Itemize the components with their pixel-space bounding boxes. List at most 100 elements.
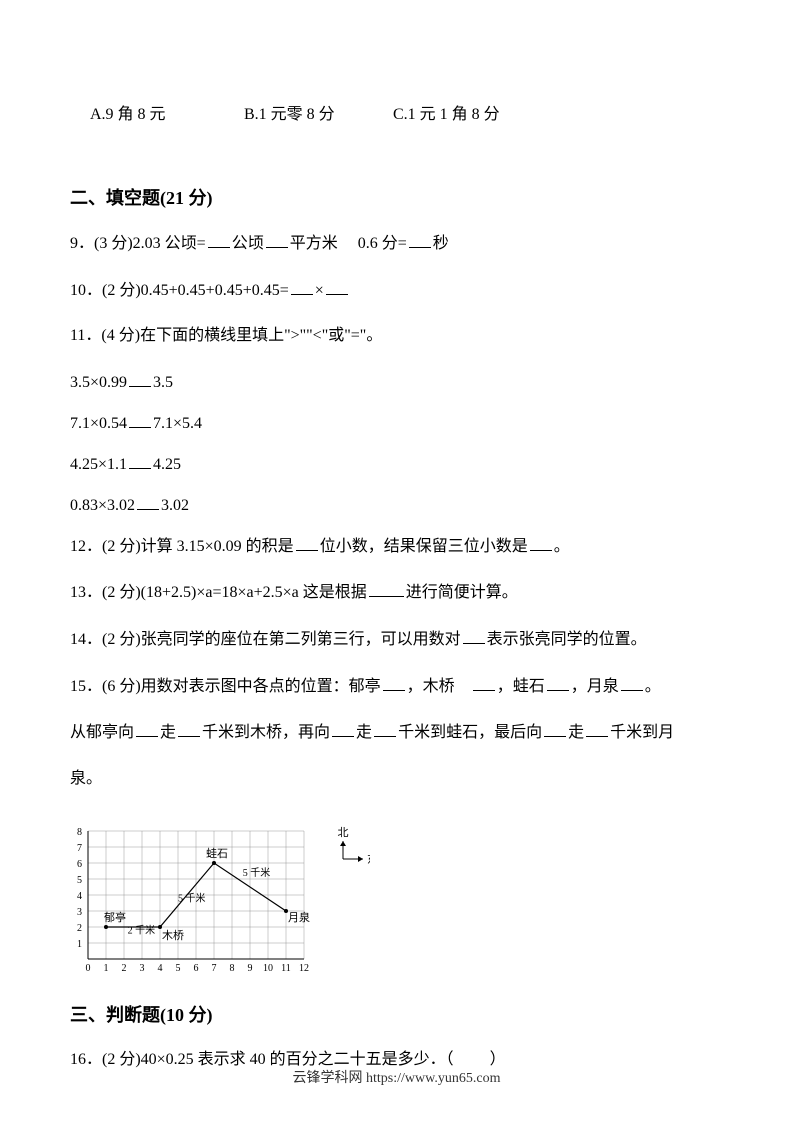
q14-text-2: 表示张亮同学的位置。 bbox=[487, 631, 647, 648]
svg-text:3: 3 bbox=[77, 907, 82, 918]
option-b: B.1 元零 8 分 bbox=[244, 100, 389, 124]
blank bbox=[266, 230, 288, 248]
q9-text-2: 公顷 bbox=[232, 235, 264, 252]
q11-3-left: 4.25×1.1 bbox=[70, 456, 127, 473]
q11-4-left: 0.83×3.02 bbox=[70, 497, 135, 514]
svg-text:2 千米: 2 千米 bbox=[128, 924, 156, 937]
blank bbox=[409, 230, 431, 248]
blank bbox=[136, 719, 158, 737]
blank bbox=[369, 579, 404, 597]
q11-sub-2: 7.1×0.54 7.1×5.4 bbox=[70, 410, 723, 433]
blank bbox=[296, 533, 318, 551]
svg-text:2: 2 bbox=[122, 963, 127, 974]
blank bbox=[129, 369, 151, 387]
q15l2-1: 从郁亭向 bbox=[70, 724, 134, 741]
svg-text:蛙石: 蛙石 bbox=[206, 847, 228, 860]
q15l2-2: 走 bbox=[160, 724, 176, 741]
svg-text:6: 6 bbox=[77, 859, 82, 870]
blank bbox=[137, 492, 159, 510]
svg-text:10: 10 bbox=[263, 963, 273, 974]
q11-sub-1: 3.5×0.99 3.5 bbox=[70, 369, 723, 392]
blank bbox=[178, 719, 200, 737]
svg-text:郁亭: 郁亭 bbox=[104, 910, 126, 924]
blank bbox=[530, 533, 552, 551]
question-12: 12．(2 分)计算 3.15×0.09 的积是 位小数，结果保留三位小数是 。 bbox=[70, 533, 723, 560]
q12-text-3: 。 bbox=[554, 538, 570, 555]
svg-text:7: 7 bbox=[77, 843, 82, 854]
blank bbox=[383, 673, 405, 691]
question-13: 13．(2 分)(18+2.5)×a=18×a+2.5×a 这是根据 进行简便计算… bbox=[70, 579, 723, 606]
blank bbox=[586, 719, 608, 737]
q11-1-left: 3.5×0.99 bbox=[70, 374, 127, 391]
svg-text:5 千米: 5 千米 bbox=[178, 892, 206, 905]
section-2-header: 二、填空题(21 分) bbox=[70, 184, 723, 210]
svg-text:1: 1 bbox=[77, 939, 82, 950]
svg-text:1: 1 bbox=[104, 963, 109, 974]
blank bbox=[473, 673, 495, 691]
q15-text-3: ，蛙石 bbox=[497, 678, 545, 695]
blank bbox=[208, 230, 230, 248]
q9-text-3: 平方米 0.6 分= bbox=[290, 235, 407, 252]
q10-text-2: × bbox=[315, 282, 324, 299]
svg-text:月泉: 月泉 bbox=[288, 910, 310, 924]
svg-text:木桥: 木桥 bbox=[162, 929, 184, 942]
q9-text-1: 9．(3 分)2.03 公顷= bbox=[70, 235, 206, 252]
blank bbox=[129, 410, 151, 428]
q11-sub-3: 4.25×1.1 4.25 bbox=[70, 451, 723, 474]
q15-text-1: 15．(6 分)用数对表示图中各点的位置：郁亭 bbox=[70, 678, 381, 695]
question-15: 15．(6 分)用数对表示图中各点的位置：郁亭 ，木桥 ，蛙石 ，月泉 。 bbox=[70, 673, 723, 700]
blank bbox=[374, 719, 396, 737]
question-15-line2: 从郁亭向 走 千米到木桥，再向 走 千米到蛙石，最后向 走 千米到月 bbox=[70, 719, 723, 746]
svg-text:8: 8 bbox=[230, 963, 235, 974]
question-10: 10．(2 分)0.45+0.45+0.45+0.45= × bbox=[70, 277, 723, 304]
blank bbox=[463, 626, 485, 644]
q15l2-7: 千米到月 bbox=[610, 724, 674, 741]
blank bbox=[291, 277, 313, 295]
q15l2-4: 走 bbox=[356, 724, 372, 741]
q15l2-5: 千米到蛙石，最后向 bbox=[398, 724, 542, 741]
svg-text:4: 4 bbox=[77, 891, 82, 902]
q9-text-4: 秒 bbox=[433, 235, 449, 252]
svg-text:7: 7 bbox=[212, 963, 217, 974]
q15l2-3: 千米到木桥，再向 bbox=[202, 724, 330, 741]
blank bbox=[621, 673, 643, 691]
svg-text:5 千米: 5 千米 bbox=[243, 866, 270, 879]
q14-text-1: 14．(2 分)张亮同学的座位在第二列第三行，可以用数对 bbox=[70, 631, 461, 648]
svg-text:6: 6 bbox=[194, 963, 199, 974]
svg-text:3: 3 bbox=[140, 963, 145, 974]
blank bbox=[332, 719, 354, 737]
q11-3-right: 4.25 bbox=[153, 456, 181, 473]
chart-svg: 012345678910111212345678郁亭木桥蛙石月泉2 千米5 千米… bbox=[70, 811, 370, 981]
svg-text:东: 东 bbox=[367, 853, 370, 866]
svg-text:12: 12 bbox=[299, 963, 309, 974]
q11-1-right: 3.5 bbox=[153, 374, 173, 391]
q11-2-right: 7.1×5.4 bbox=[153, 415, 202, 432]
blank bbox=[326, 277, 348, 295]
svg-text:北: 北 bbox=[338, 826, 349, 839]
multiple-choice-options: A.9 角 8 元 B.1 元零 8 分 C.1 元 1 角 8 分 bbox=[70, 100, 723, 124]
svg-text:9: 9 bbox=[248, 963, 253, 974]
page-footer: 云锋学科网 https://www.yun65.com bbox=[0, 1067, 793, 1087]
q13-text-2: 进行简便计算。 bbox=[406, 584, 518, 601]
q10-text-1: 10．(2 分)0.45+0.45+0.45+0.45= bbox=[70, 282, 289, 299]
q11-2-left: 7.1×0.54 bbox=[70, 415, 127, 432]
question-14: 14．(2 分)张亮同学的座位在第二列第三行，可以用数对 表示张亮同学的位置。 bbox=[70, 626, 723, 653]
blank bbox=[547, 673, 569, 691]
q12-text-2: 位小数，结果保留三位小数是 bbox=[320, 538, 528, 555]
grid-chart: 012345678910111212345678郁亭木桥蛙石月泉2 千米5 千米… bbox=[70, 811, 723, 986]
blank bbox=[129, 451, 151, 469]
q11-sub-4: 0.83×3.02 3.02 bbox=[70, 492, 723, 515]
question-9: 9．(3 分)2.03 公顷= 公顷 平方米 0.6 分= 秒 bbox=[70, 230, 723, 257]
q15-text-5: 。 bbox=[645, 678, 661, 695]
q15-text-4: ，月泉 bbox=[571, 678, 619, 695]
q13-text-1: 13．(2 分)(18+2.5)×a=18×a+2.5×a 这是根据 bbox=[70, 584, 367, 601]
q11-4-right: 3.02 bbox=[161, 497, 189, 514]
svg-text:5: 5 bbox=[176, 963, 181, 974]
q15l2-6: 走 bbox=[568, 724, 584, 741]
question-15-line3: 泉。 bbox=[70, 766, 723, 792]
svg-text:5: 5 bbox=[77, 875, 82, 886]
q12-text-1: 12．(2 分)计算 3.15×0.09 的积是 bbox=[70, 538, 294, 555]
question-11: 11．(4 分)在下面的横线里填上">""<"或"="。 bbox=[70, 323, 723, 349]
q15-text-2: ，木桥 bbox=[407, 678, 471, 695]
option-c: C.1 元 1 角 8 分 bbox=[393, 100, 553, 124]
